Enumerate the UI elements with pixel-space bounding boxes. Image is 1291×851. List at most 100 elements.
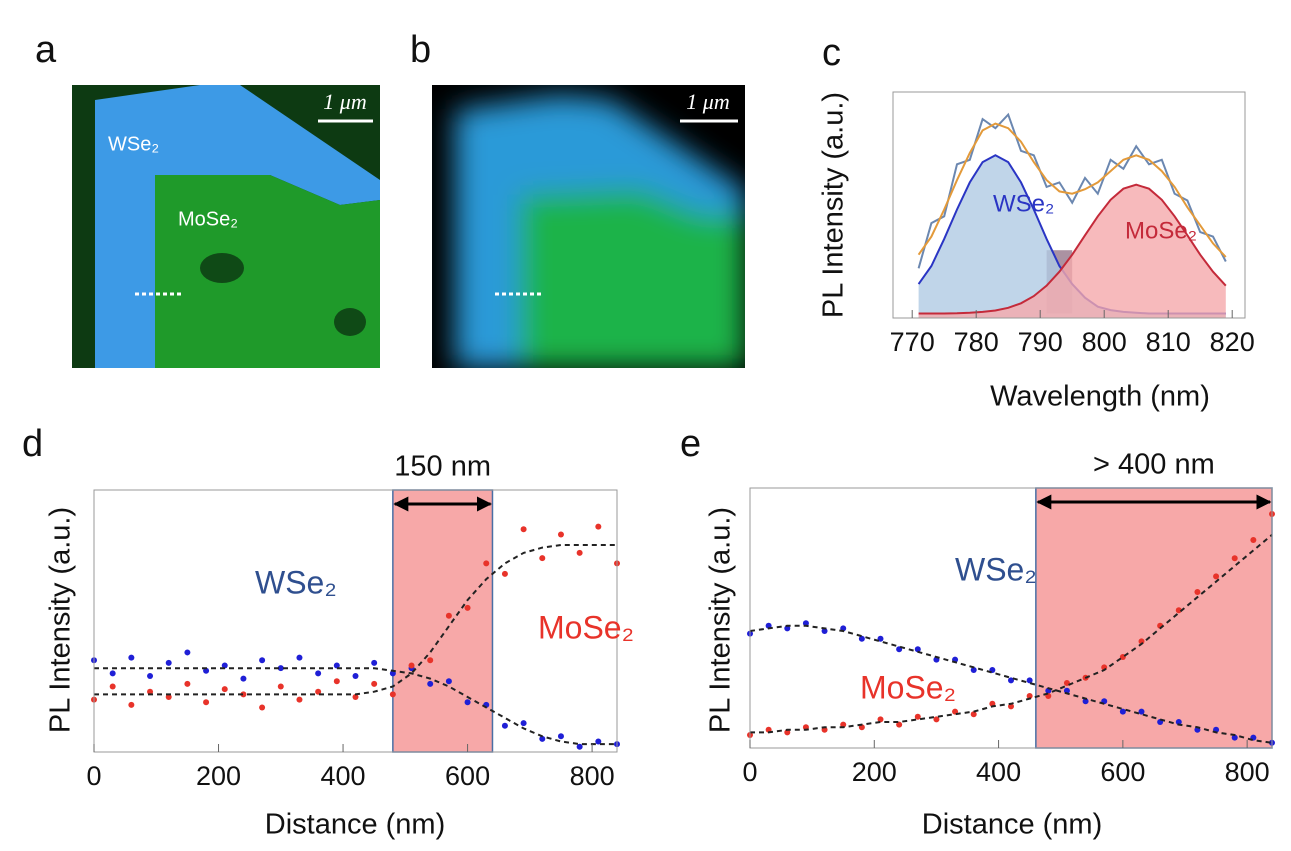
- data-point: [1138, 708, 1145, 715]
- data-point: [333, 662, 340, 669]
- plot-frame: [892, 91, 1246, 319]
- data-point: [1026, 693, 1033, 699]
- data-point: [147, 673, 154, 680]
- panel-label: c: [822, 32, 841, 74]
- panel-label: b: [410, 29, 431, 71]
- x-axis-label: Distance (nm): [265, 809, 446, 841]
- data-point: [165, 693, 172, 700]
- data-point: [483, 560, 490, 567]
- data-point: [1026, 677, 1033, 684]
- series-label: WSe₂: [255, 564, 337, 600]
- data-point: [1175, 607, 1182, 614]
- series-label: MoSe₂: [1125, 217, 1197, 244]
- x-tick-label: 820: [1210, 327, 1255, 357]
- series-line: [917, 122, 1227, 258]
- data-point: [595, 738, 602, 745]
- data-point: [221, 686, 228, 693]
- data-point: [1250, 537, 1257, 543]
- x-tick-label: 400: [976, 757, 1021, 787]
- highlight-region: [1035, 487, 1273, 749]
- data-point: [896, 721, 903, 728]
- series-line: [918, 183, 1227, 315]
- data-point: [371, 680, 378, 687]
- data-point: [296, 654, 303, 661]
- data-point: [557, 531, 564, 538]
- data-point: [595, 523, 602, 530]
- image-label: WSe₂: [108, 133, 159, 155]
- data-point: [557, 733, 564, 740]
- data-point: [501, 570, 508, 577]
- data-point: [221, 662, 228, 669]
- series-label: WSe₂: [955, 551, 1037, 587]
- panel-label: d: [22, 423, 43, 465]
- data-point: [1175, 719, 1182, 725]
- x-tick-label: 0: [86, 761, 101, 791]
- data-point: [1119, 708, 1126, 715]
- data-point: [389, 691, 396, 698]
- data-point: [408, 662, 415, 669]
- data-point: [277, 665, 284, 672]
- data-point: [840, 721, 847, 728]
- panel-label: a: [35, 29, 57, 71]
- data-point: [539, 735, 546, 742]
- image-label: MoSe₂: [178, 208, 238, 230]
- data-point: [914, 713, 921, 720]
- data-point: [315, 670, 322, 677]
- series-label: MoSe₂: [860, 669, 956, 705]
- data-point: [1231, 555, 1238, 562]
- data-point: [970, 667, 977, 673]
- data-point: [445, 612, 452, 619]
- area-fill: [918, 155, 1226, 318]
- x-tick-label: 0: [742, 757, 757, 787]
- area-fill: [918, 184, 1226, 318]
- data-point: [203, 667, 210, 674]
- data-point: [259, 657, 266, 664]
- annotation: 150 nm: [394, 451, 491, 483]
- x-tick-label: 810: [1146, 327, 1191, 357]
- data-point: [576, 743, 583, 750]
- data-point: [802, 620, 809, 627]
- data-point: [184, 680, 191, 687]
- plot-frame: [749, 487, 1273, 749]
- data-point: [464, 604, 471, 611]
- series-label: MoSe₂: [538, 609, 634, 645]
- data-point: [539, 555, 546, 562]
- x-axis-label: Distance (nm): [922, 809, 1103, 841]
- highlight-region: [392, 489, 494, 753]
- data-point: [259, 704, 266, 711]
- data-point: [128, 701, 135, 708]
- data-point: [296, 696, 303, 703]
- data-point: [277, 683, 284, 690]
- x-tick-label: 600: [445, 761, 490, 791]
- scale-bar-label: 1 μm: [686, 89, 729, 114]
- image-b: [432, 85, 745, 368]
- data-point: [933, 716, 940, 723]
- x-tick-label: 790: [1018, 327, 1063, 357]
- fit-line: [750, 534, 1273, 734]
- x-tick-label: 770: [890, 327, 935, 357]
- data-point: [240, 691, 247, 698]
- data-point: [1213, 573, 1220, 580]
- x-tick-label: 800: [1082, 327, 1127, 357]
- data-point: [315, 688, 322, 695]
- x-axis-label: Wavelength (nm): [990, 381, 1210, 413]
- x-tick-label: 200: [196, 761, 241, 791]
- data-point: [1231, 734, 1238, 741]
- data-point: [501, 722, 508, 729]
- data-point: [109, 670, 116, 677]
- annotation: > 400 nm: [1093, 449, 1215, 481]
- data-point: [427, 657, 434, 664]
- image-a: [72, 85, 380, 368]
- series-label: WSe₂: [993, 190, 1054, 217]
- data-point: [576, 549, 583, 556]
- data-point: [464, 699, 471, 706]
- x-tick-label: 800: [1225, 757, 1270, 787]
- data-point: [240, 675, 247, 682]
- data-point: [165, 659, 172, 666]
- data-point: [352, 673, 359, 680]
- x-tick-label: 600: [1100, 757, 1145, 787]
- fit-line: [94, 667, 617, 746]
- fit-line: [94, 544, 617, 696]
- panel-label: e: [680, 423, 701, 465]
